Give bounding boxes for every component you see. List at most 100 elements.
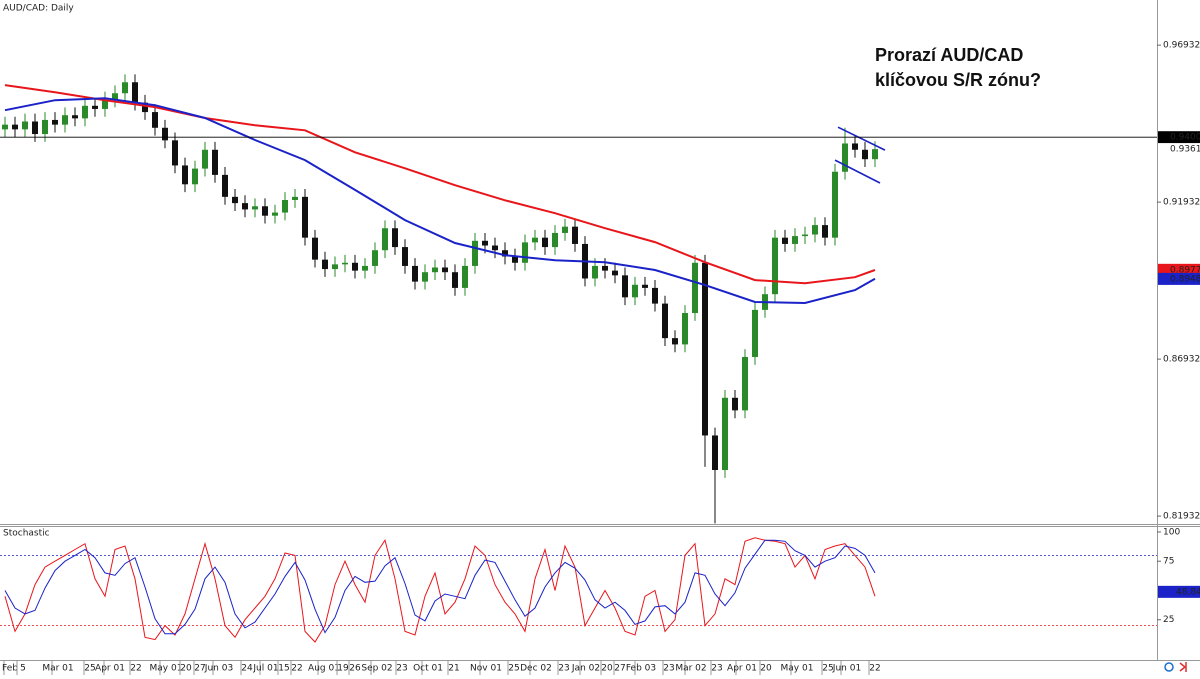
candle-body (132, 82, 138, 103)
x-tick-label: Jul 01 (252, 664, 278, 674)
candle-body (472, 240, 478, 266)
y-tick-label: 100 (1163, 527, 1180, 537)
candle-body (552, 232, 558, 248)
price-marker-label: 0.93618 (1170, 145, 1200, 155)
candle-body (182, 165, 188, 185)
x-tick-label: 23 (663, 664, 674, 674)
x-tick-label: 22 (291, 664, 302, 674)
candle-body (302, 196, 308, 238)
x-tick-label: 20 (760, 664, 772, 674)
candle-body (682, 313, 688, 345)
candle-body (152, 112, 158, 128)
chart-title: AUD/CAD: Daily (3, 4, 74, 14)
annotation: klíčovou S/R zónu? (875, 70, 1041, 90)
price-marker-label: 0.89487 (1170, 274, 1200, 284)
moving-average (4, 97, 876, 305)
candle-body (32, 121, 38, 135)
candle-body (532, 237, 538, 243)
x-tick-label: 25 (508, 664, 519, 674)
candle-body (562, 226, 568, 233)
price-marker-label: 0.89776 (1170, 265, 1200, 275)
x-tick-label: 23 (558, 664, 569, 674)
y-tick-label: 0.81932 (1163, 512, 1200, 522)
candle-body (342, 262, 348, 265)
candle-body (622, 275, 628, 298)
candle-body (352, 262, 358, 271)
candle-body (12, 124, 18, 130)
x-tick-label: 24 (241, 664, 253, 674)
candle-body (652, 287, 658, 304)
candle-body (512, 256, 518, 263)
candle-body (332, 264, 338, 270)
x-tick-label: Mar 02 (675, 664, 706, 674)
candle-body (442, 267, 448, 273)
x-tick-label: 27 (614, 664, 625, 674)
icon[interactable] (1164, 662, 1174, 672)
candle-body (122, 82, 128, 94)
toolbar-icons[interactable] (1164, 662, 1187, 672)
candle-body (172, 140, 178, 166)
candle-body (452, 272, 458, 288)
candle-body (222, 174, 228, 197)
candle-body (842, 143, 848, 172)
candle-body (822, 225, 828, 238)
candle-body (792, 236, 798, 244)
x-tick-label: 19 (337, 664, 349, 674)
x-tick-label: Feb (2, 664, 18, 674)
trend-line (834, 159, 881, 184)
indicator-title: Stochastic (3, 529, 50, 539)
candle-body (422, 272, 428, 282)
candle-body (812, 225, 818, 235)
y-tick-label: 0.91932 (1163, 198, 1200, 208)
candle-body (322, 259, 328, 270)
candle-body (432, 267, 438, 273)
x-tick-label: 23 (711, 664, 722, 674)
candle-body (232, 196, 238, 204)
candle-body (82, 105, 88, 119)
candle-body (592, 265, 598, 279)
x-tick-label: Feb 03 (626, 664, 656, 674)
x-tick-label: Jan 02 (571, 664, 600, 674)
candle-body (412, 265, 418, 282)
candle-body (702, 262, 708, 436)
candle-body (1, 124, 8, 130)
oscillator-line (4, 539, 876, 635)
candle-body (402, 247, 408, 266)
candle-body (742, 356, 748, 411)
x-tick-label: Dec 02 (520, 664, 552, 674)
x-tick-label: 21 (448, 664, 459, 674)
x-tick-label: 22 (130, 664, 141, 674)
candle-body (522, 242, 528, 263)
y-tick-label: 0.96932 (1163, 41, 1200, 51)
candle-body (802, 234, 808, 237)
candle-body (852, 143, 858, 150)
x-tick-label: Mar 01 (42, 664, 73, 674)
candle-body (282, 199, 288, 213)
x-tick-label: May 01 (781, 664, 814, 674)
candle-body (382, 228, 388, 251)
x-tick-label: 25 (84, 664, 95, 674)
x-tick-label: Jun 01 (832, 664, 861, 674)
candle-body (262, 206, 268, 216)
value-marker (1158, 585, 1200, 598)
candle-body (572, 226, 578, 244)
candle-body (312, 237, 318, 260)
x-tick-label: 22 (869, 664, 880, 674)
candle-body (672, 338, 678, 345)
candle-body (632, 284, 638, 298)
candle-body (112, 93, 118, 100)
candle-body (832, 171, 838, 238)
candle-body (362, 265, 368, 271)
y-tick-label: 25 (1163, 615, 1174, 625)
candle-body (752, 309, 758, 357)
price-marker (1158, 263, 1200, 276)
candle-body (712, 435, 718, 470)
candle-body (492, 245, 498, 251)
value-marker-label: 48.84 (1176, 587, 1200, 597)
candle-body (612, 270, 618, 276)
candle-body (292, 196, 298, 200)
candle-body (212, 149, 218, 175)
icon[interactable] (1179, 662, 1187, 672)
candle-body (372, 250, 378, 266)
